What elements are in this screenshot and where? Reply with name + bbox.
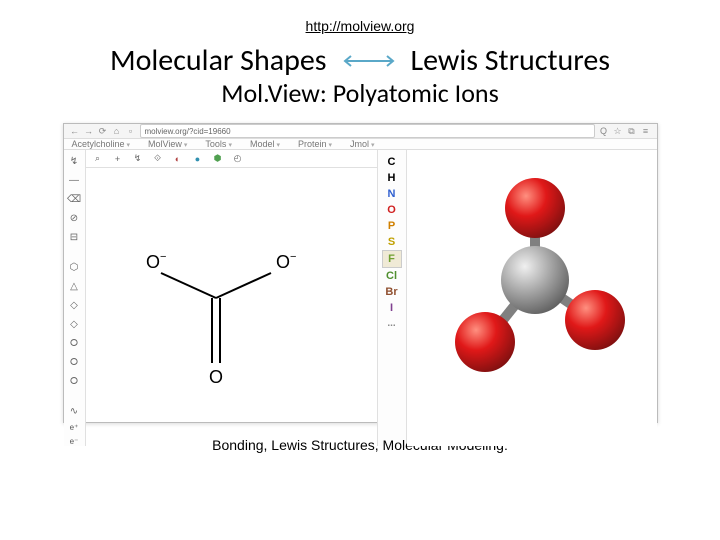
title-right: Lewis Structures bbox=[411, 42, 611, 79]
sketch-tool-icon[interactable]: ⟐ bbox=[152, 153, 164, 165]
tab-molview[interactable]: MolView▾ bbox=[148, 139, 187, 149]
menu-bar: Acetylcholine▾ MolView▾ Tools▾ Model▾ Pr… bbox=[64, 139, 657, 150]
tool-icon[interactable]: ⊟ bbox=[67, 230, 81, 244]
page-icon: ▫ bbox=[126, 126, 136, 136]
chain-icon[interactable]: ∿ bbox=[67, 404, 81, 418]
element-column: C H N O P S F Cl Br I ... bbox=[377, 150, 407, 446]
sketch-tool-icon[interactable]: ⬢ bbox=[212, 153, 224, 165]
tool-icon[interactable]: ⊘ bbox=[67, 211, 81, 225]
ring-hex-icon[interactable]: ⬡ bbox=[67, 260, 81, 274]
3d-viewer[interactable] bbox=[407, 150, 657, 446]
element-h[interactable]: H bbox=[382, 170, 402, 186]
sketch-tool-icon[interactable]: ● bbox=[192, 153, 204, 165]
ring-icon[interactable]: ⭘ bbox=[67, 374, 81, 388]
element-cl[interactable]: Cl bbox=[382, 268, 402, 284]
lewis-structure: O − O − O bbox=[86, 168, 356, 408]
svg-text:O: O bbox=[146, 252, 160, 272]
ring-icon[interactable]: ◇ bbox=[67, 317, 81, 331]
sketch-tool-icon[interactable]: ⌕ bbox=[92, 153, 104, 165]
svg-text:O: O bbox=[209, 367, 223, 387]
sketch-toolbar: ⌕ + ↯ ⟐ ◐ ● ⬢ ◴ bbox=[86, 150, 377, 168]
hamburger-icon[interactable]: ≡ bbox=[641, 126, 651, 136]
tab-molecule[interactable]: Acetylcholine▾ bbox=[72, 139, 131, 149]
molecule-3d bbox=[407, 150, 657, 408]
svg-text:−: − bbox=[160, 251, 166, 263]
ring-tri-icon[interactable]: △ bbox=[67, 279, 81, 293]
search-icon[interactable]: Q bbox=[599, 126, 609, 136]
url-input[interactable]: molview.org/?cid=19660 bbox=[140, 124, 595, 138]
sketch-panel[interactable]: ⌕ + ↯ ⟐ ◐ ● ⬢ ◴ O − O − O bbox=[86, 150, 377, 446]
element-more[interactable]: ... bbox=[382, 316, 402, 331]
element-s[interactable]: S bbox=[382, 234, 402, 250]
browser-window: ← → ⟳ ⌂ ▫ molview.org/?cid=19660 Q ☆ ⧉ ≡… bbox=[63, 123, 658, 423]
sketch-tool-icon[interactable]: ↯ bbox=[132, 153, 144, 165]
sketch-tool-icon[interactable]: ◴ bbox=[232, 153, 244, 165]
tool-icon[interactable]: — bbox=[67, 173, 81, 187]
tab-jmol[interactable]: Jmol▾ bbox=[350, 139, 375, 149]
tool-icon[interactable]: ⌫ bbox=[67, 192, 81, 206]
tool-icon[interactable]: ↯ bbox=[67, 154, 81, 168]
ring-icon[interactable]: ⭘ bbox=[67, 355, 81, 369]
element-c[interactable]: C bbox=[382, 154, 402, 170]
tab-tools[interactable]: Tools▾ bbox=[205, 139, 232, 149]
title-left: Molecular Shapes bbox=[110, 42, 327, 79]
star-icon[interactable]: ☆ bbox=[613, 126, 623, 136]
home-icon[interactable]: ⌂ bbox=[112, 126, 122, 136]
svg-text:O: O bbox=[276, 252, 290, 272]
ring-icon[interactable]: ⭘ bbox=[67, 336, 81, 350]
charge-minus-icon[interactable]: e⁻ bbox=[70, 437, 79, 446]
reload-icon[interactable]: ⟳ bbox=[98, 126, 108, 136]
tool-column: ↯ — ⌫ ⊘ ⊟ ⬡ △ ◇ ◇ ⭘ ⭘ ⭘ ∿ e⁺ e⁻ bbox=[64, 150, 86, 446]
element-i[interactable]: I bbox=[382, 300, 402, 316]
tab-model[interactable]: Model▾ bbox=[250, 139, 280, 149]
subtitle: Mol.View: Polyatomic Ions bbox=[0, 77, 720, 109]
element-f[interactable]: F bbox=[382, 250, 402, 268]
sketch-tool-icon[interactable]: ◐ bbox=[172, 153, 184, 165]
element-o[interactable]: O bbox=[382, 202, 402, 218]
charge-plus-icon[interactable]: e⁺ bbox=[70, 423, 79, 432]
app-icon[interactable]: ⧉ bbox=[627, 126, 637, 136]
address-bar: ← → ⟳ ⌂ ▫ molview.org/?cid=19660 Q ☆ ⧉ ≡ bbox=[64, 124, 657, 139]
nav-forward-icon[interactable]: → bbox=[84, 126, 94, 136]
element-n[interactable]: N bbox=[382, 186, 402, 202]
ring-icon[interactable]: ◇ bbox=[67, 298, 81, 312]
sketch-tool-icon[interactable]: + bbox=[112, 153, 124, 165]
svg-text:−: − bbox=[290, 251, 296, 263]
tab-protein[interactable]: Protein▾ bbox=[298, 139, 332, 149]
header-url-link[interactable]: http://molview.org bbox=[306, 18, 415, 34]
double-arrow-icon bbox=[339, 54, 399, 68]
element-br[interactable]: Br bbox=[382, 284, 402, 300]
nav-back-icon[interactable]: ← bbox=[70, 126, 80, 136]
element-p[interactable]: P bbox=[382, 218, 402, 234]
